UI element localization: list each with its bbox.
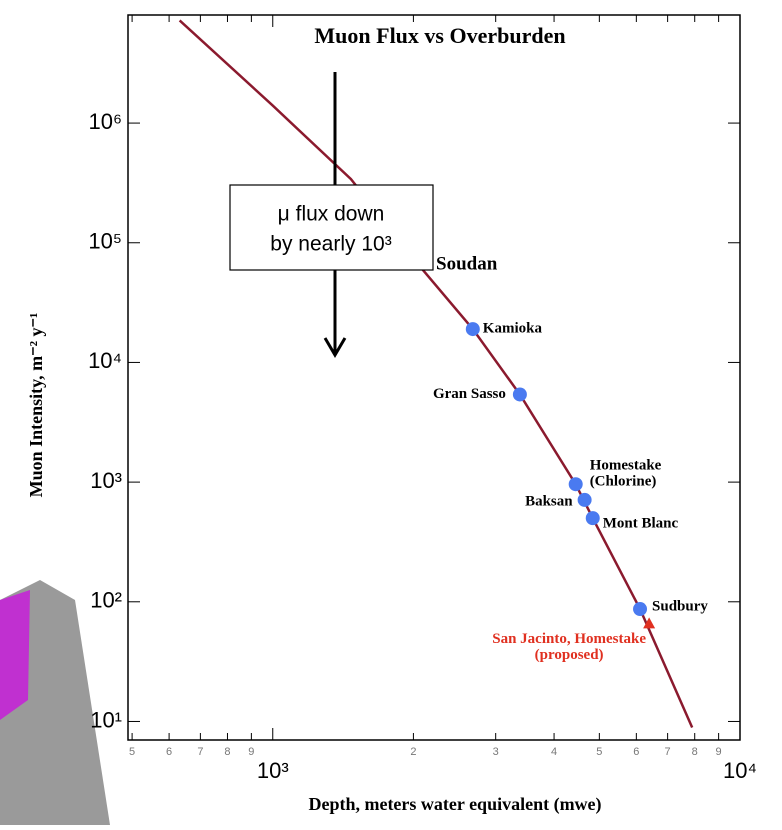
x-tick-label: 5 [596,746,602,758]
x-tick-label: 9 [716,746,722,758]
x-tick-label: 3 [493,746,499,758]
y-tick-label: 10¹ [90,707,122,732]
x-tick-label: 6 [633,746,639,758]
point-marker [586,511,600,525]
x-tick-label: 8 [224,746,230,758]
callout-text: by nearly 10³ [270,233,391,256]
point-marker [569,477,583,491]
y-tick-label: 10⁶ [88,109,122,134]
x-tick-label: 8 [692,746,698,758]
x-axis-label: Depth, meters water equivalent (mwe) [308,794,601,815]
point-label: Kamioka [483,321,543,337]
point-marker [578,493,592,507]
callout-box [230,185,433,270]
page: {"chart_data": { "type": "line", "title"… [0,0,782,825]
point-marker [466,322,480,336]
x-tick-label: 7 [197,746,203,758]
point-label: Sudbury [652,598,708,614]
point-label: Baksan [525,493,573,509]
y-tick-label: 10² [90,588,122,613]
chart-title: Muon Flux vs Overburden [314,23,565,48]
x-tick-label: 10⁴ [723,758,757,783]
y-tick-label: 10⁵ [88,229,122,254]
x-tick-label: 10³ [257,758,289,783]
y-tick-label: 10⁴ [88,348,122,373]
x-tick-label: 9 [248,746,254,758]
point-label: Mont Blanc [603,516,679,532]
y-tick-label: 10³ [90,468,122,493]
y-axis-label: Muon Intensity, m⁻² y⁻¹ [26,313,46,498]
point-marker [513,387,527,401]
point-label: (Chlorine) [590,474,657,490]
callout-text: μ flux down [278,203,385,226]
point-label: (proposed) [535,647,604,663]
background-decoration [0,590,30,720]
point-label: Homestake [590,458,662,474]
point-label: Gran Sasso [433,386,506,402]
plot-frame [128,15,740,740]
x-tick-label: 6 [166,746,172,758]
x-tick-label: 4 [551,746,557,758]
annotation: Soudan [436,253,498,274]
x-tick-label: 5 [129,746,135,758]
x-tick-label: 7 [665,746,671,758]
x-tick-label: 2 [410,746,416,758]
chart: Muon Flux vs Overburden Depth, meters wa… [0,0,782,825]
point-label: San Jacinto, Homestake [492,631,646,647]
point-marker [633,602,647,616]
